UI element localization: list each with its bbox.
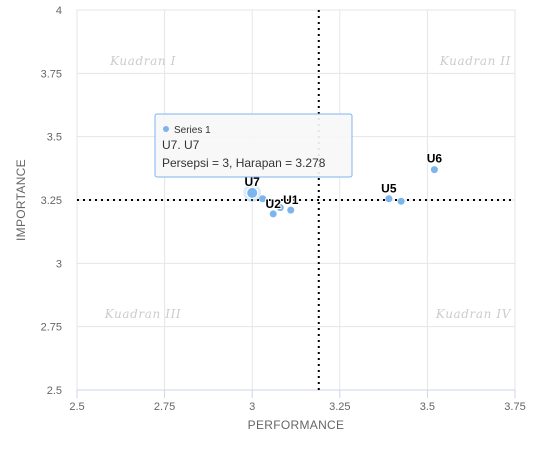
quadrant-layer: Kuadran I Kuadran II Kuadran III Kuadran IV bbox=[104, 54, 512, 321]
point-label: U1 bbox=[283, 193, 299, 207]
data-point[interactable] bbox=[397, 197, 405, 205]
x-tick-label: 3.5 bbox=[420, 401, 435, 413]
data-point[interactable] bbox=[259, 195, 267, 203]
quadrant-label: Kuadran IV bbox=[435, 307, 512, 321]
x-tick-label: 3.75 bbox=[504, 401, 525, 413]
quadrant-label: Kuadran III bbox=[104, 307, 182, 321]
point-label: U5 bbox=[381, 182, 397, 196]
y-axis-title: IMPORTANCE bbox=[14, 159, 28, 241]
quadrant-label: Kuadran II bbox=[439, 54, 511, 68]
x-tick-label: 2.5 bbox=[69, 401, 84, 413]
tooltip-body: Persepsi = 3, Harapan = 3.278 bbox=[162, 156, 326, 170]
point-label: U6 bbox=[427, 152, 443, 166]
tooltip-box bbox=[154, 113, 353, 178]
point-layer[interactable] bbox=[243, 166, 438, 218]
x-tick-label: 3.25 bbox=[329, 401, 350, 413]
data-point[interactable] bbox=[430, 166, 438, 174]
tooltip-title: U7. U7 bbox=[162, 138, 200, 152]
y-tick-label: 2.5 bbox=[47, 385, 62, 397]
data-point[interactable] bbox=[385, 195, 393, 203]
x-axis-title: PERFORMANCE bbox=[248, 418, 345, 432]
y-tick-label: 2.75 bbox=[41, 322, 62, 334]
data-point[interactable] bbox=[276, 204, 284, 212]
x-tick-label: 3 bbox=[249, 401, 255, 413]
point-label: U7 bbox=[245, 175, 261, 189]
tooltip-series-name: Series 1 bbox=[174, 125, 211, 136]
tick-layer: 2.5 2.75 3 3.25 3.5 3.75 4 2.5 2.75 3 3.25 3.5 3.75 bbox=[41, 5, 526, 413]
y-tick-label: 4 bbox=[56, 5, 62, 17]
divider-layer bbox=[77, 10, 515, 390]
x-tick-label: 2.75 bbox=[154, 401, 175, 413]
point-label: U2 bbox=[266, 197, 282, 211]
quadrant-label: Kuadran I bbox=[109, 54, 176, 68]
data-point[interactable] bbox=[246, 186, 259, 199]
data-point[interactable] bbox=[287, 206, 295, 214]
y-tick-label: 3.5 bbox=[47, 132, 62, 144]
data-point[interactable] bbox=[269, 210, 277, 218]
y-tick-label: 3.75 bbox=[41, 68, 62, 80]
tooltip-series-marker bbox=[163, 126, 169, 132]
tooltip: Series 1 U7. U7 Persepsi = 3, Harapan = … bbox=[154, 113, 353, 178]
y-tick-label: 3 bbox=[56, 258, 62, 270]
y-tick-label: 3.25 bbox=[41, 195, 62, 207]
